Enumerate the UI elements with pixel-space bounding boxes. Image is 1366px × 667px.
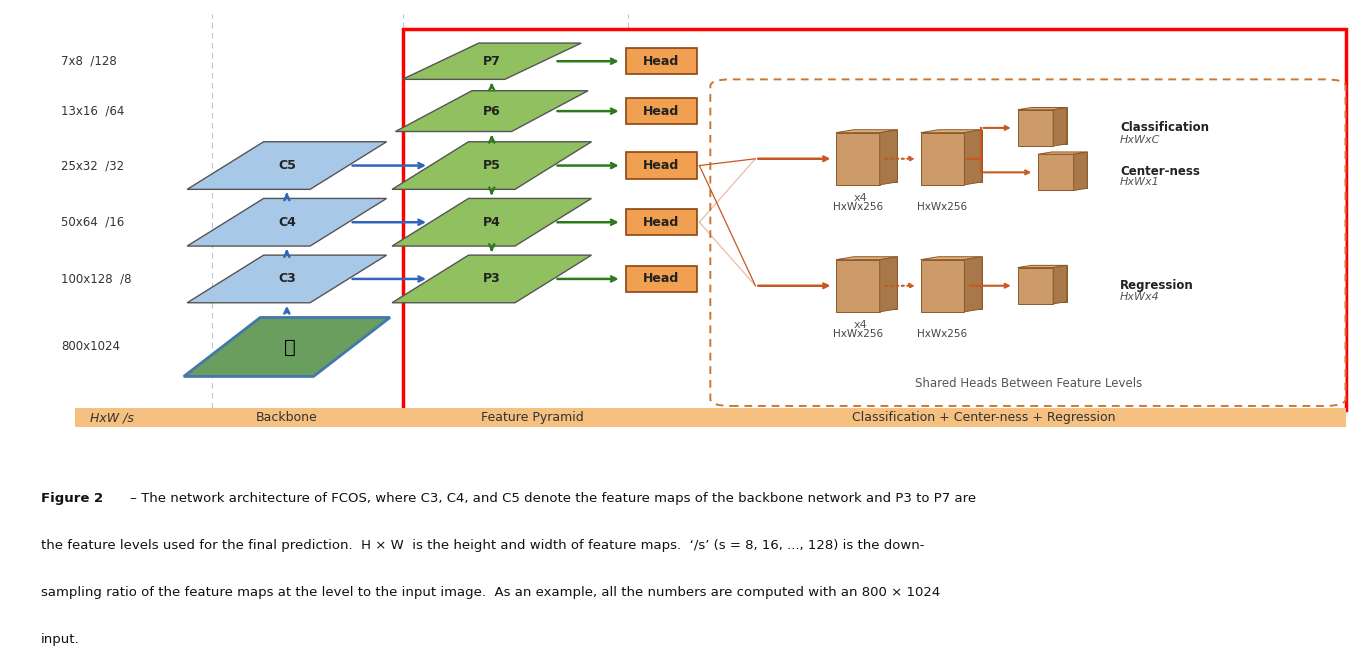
Polygon shape — [187, 141, 387, 189]
Text: HxWxC: HxWxC — [1120, 135, 1161, 145]
Polygon shape — [880, 257, 897, 312]
Text: 800x1024: 800x1024 — [61, 340, 120, 354]
Polygon shape — [938, 257, 982, 309]
Polygon shape — [1074, 152, 1087, 191]
Text: P7: P7 — [482, 55, 501, 68]
Text: Regression: Regression — [1120, 279, 1194, 292]
Polygon shape — [836, 257, 897, 259]
Polygon shape — [1053, 107, 1067, 146]
Text: Head: Head — [643, 105, 679, 117]
Polygon shape — [1018, 107, 1067, 110]
Polygon shape — [392, 141, 591, 189]
Text: – The network architecture of FCOS, where C3, C4, and C5 denote the feature maps: – The network architecture of FCOS, wher… — [126, 492, 975, 505]
Text: P3: P3 — [484, 272, 500, 285]
Text: Head: Head — [643, 272, 679, 285]
Text: Head: Head — [643, 159, 679, 172]
FancyBboxPatch shape — [710, 79, 1346, 406]
Text: Backbone: Backbone — [255, 412, 318, 424]
Text: Figure 2: Figure 2 — [41, 492, 102, 505]
Text: ⛳: ⛳ — [284, 338, 295, 356]
Polygon shape — [854, 257, 897, 309]
Text: HxWx256: HxWx256 — [833, 202, 882, 212]
Text: Classification + Center-ness + Regression: Classification + Center-ness + Regressio… — [852, 412, 1115, 424]
Polygon shape — [964, 129, 982, 185]
Text: Feature Pyramid: Feature Pyramid — [481, 412, 585, 424]
Text: C5: C5 — [277, 159, 296, 172]
Polygon shape — [396, 91, 587, 131]
Polygon shape — [187, 199, 387, 246]
Polygon shape — [854, 129, 897, 182]
Text: P5: P5 — [482, 159, 501, 172]
Text: sampling ratio of the feature maps at the level to the input image.  As an examp: sampling ratio of the feature maps at th… — [41, 586, 940, 599]
Polygon shape — [183, 317, 391, 376]
Polygon shape — [880, 129, 897, 185]
Polygon shape — [921, 133, 964, 185]
Polygon shape — [1038, 152, 1087, 154]
Polygon shape — [187, 255, 387, 303]
Polygon shape — [836, 129, 897, 133]
Text: HxW /s: HxW /s — [90, 412, 134, 424]
Text: Center-ness: Center-ness — [1120, 165, 1199, 178]
Polygon shape — [921, 259, 964, 312]
Text: C4: C4 — [277, 215, 296, 229]
Text: HxWx4: HxWx4 — [1120, 292, 1160, 302]
Polygon shape — [392, 199, 591, 246]
Polygon shape — [1031, 265, 1067, 301]
Text: HxWx256: HxWx256 — [918, 202, 967, 212]
Text: Shared Heads Between Feature Levels: Shared Heads Between Feature Levels — [915, 377, 1142, 390]
Text: 13x16  /64: 13x16 /64 — [61, 105, 124, 117]
Text: Head: Head — [643, 55, 679, 68]
Text: 25x32  /32: 25x32 /32 — [61, 159, 124, 172]
Text: P6: P6 — [484, 105, 500, 117]
Text: the feature levels used for the final prediction.  H × W  is the height and widt: the feature levels used for the final pr… — [41, 539, 925, 552]
Polygon shape — [938, 129, 982, 182]
Text: input.: input. — [41, 633, 79, 646]
Text: Head: Head — [643, 215, 679, 229]
FancyBboxPatch shape — [626, 209, 697, 235]
Text: P4: P4 — [482, 215, 501, 229]
Text: 100x128  /8: 100x128 /8 — [61, 272, 133, 285]
Text: HxWx256: HxWx256 — [833, 329, 882, 339]
Polygon shape — [836, 259, 880, 312]
Text: x4: x4 — [854, 319, 867, 329]
Text: Classification: Classification — [1120, 121, 1209, 135]
Polygon shape — [964, 257, 982, 312]
Text: 50x64  /16: 50x64 /16 — [61, 215, 124, 229]
Polygon shape — [921, 129, 982, 133]
Polygon shape — [1038, 154, 1074, 191]
Polygon shape — [1018, 110, 1053, 146]
FancyBboxPatch shape — [626, 98, 697, 124]
FancyBboxPatch shape — [626, 152, 697, 179]
Polygon shape — [836, 133, 880, 185]
Polygon shape — [1018, 265, 1067, 267]
Polygon shape — [1031, 107, 1067, 144]
Text: 7x8  /128: 7x8 /128 — [61, 55, 117, 68]
Polygon shape — [402, 43, 582, 79]
Polygon shape — [1053, 265, 1067, 304]
Polygon shape — [921, 257, 982, 259]
FancyBboxPatch shape — [626, 48, 697, 75]
Polygon shape — [1018, 267, 1053, 304]
Text: HxWx1: HxWx1 — [1120, 177, 1160, 187]
Polygon shape — [392, 255, 591, 303]
Text: C3: C3 — [279, 272, 295, 285]
Text: HxWx256: HxWx256 — [918, 329, 967, 339]
Polygon shape — [1052, 152, 1087, 188]
Text: x4: x4 — [854, 193, 867, 203]
FancyBboxPatch shape — [75, 408, 1346, 428]
FancyBboxPatch shape — [626, 265, 697, 292]
FancyBboxPatch shape — [403, 29, 1346, 410]
